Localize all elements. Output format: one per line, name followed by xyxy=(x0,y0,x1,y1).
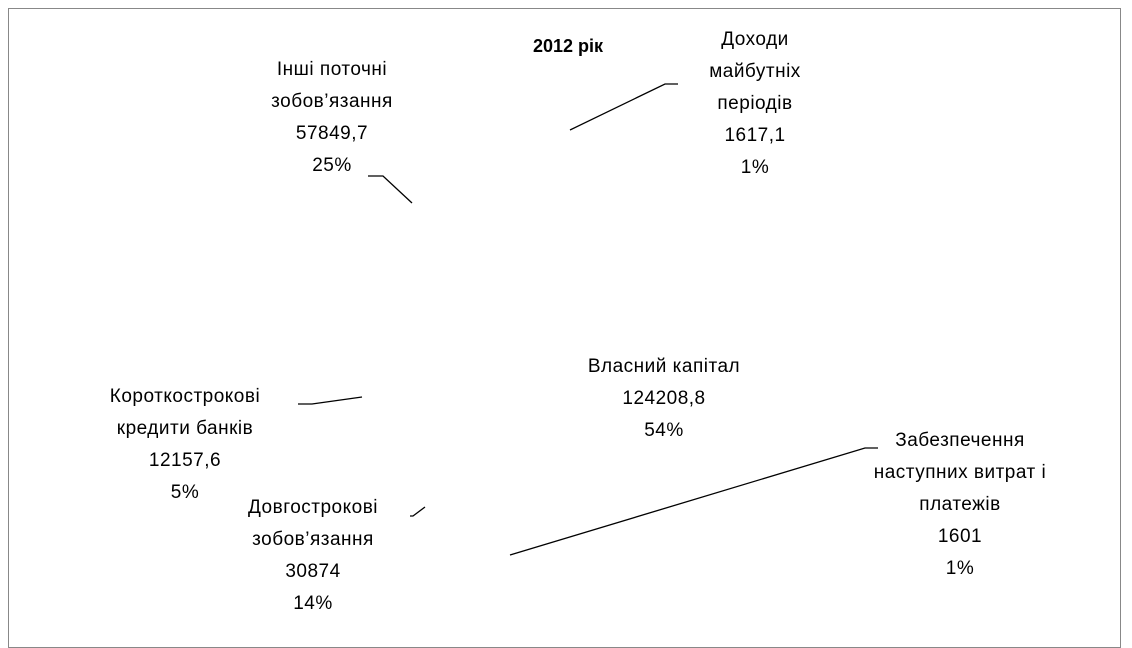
slice-label: Забезпечення наступних витрат і платежів… xyxy=(873,425,1048,585)
pie-slice xyxy=(464,210,490,380)
percent-label: 25% xyxy=(312,155,352,176)
category-label: Інші поточні зобов’язання xyxy=(271,59,393,112)
leader-line xyxy=(410,506,426,517)
leader-lines xyxy=(298,83,878,556)
pie-slice xyxy=(490,254,640,380)
category-label: Забезпечення наступних витрат і платежів xyxy=(873,430,1047,515)
chart: 2012 рік Власний капітал 124208,8 54% Доход… xyxy=(8,8,1121,648)
leader-line xyxy=(298,396,363,405)
percent-label: 1% xyxy=(945,558,975,579)
percent-label: 54% xyxy=(644,420,684,441)
percent-label: 1% xyxy=(740,157,770,178)
value-label: 1601 xyxy=(937,526,983,547)
value-label: 124208,8 xyxy=(622,388,706,409)
category-label: Доходи майбутніх періодів xyxy=(709,29,801,114)
slice-label: Власний капітал 124208,8 54% xyxy=(554,351,774,447)
category-label: Короткострокові кредити банків xyxy=(109,386,261,439)
category-label: Довгострокові зобов’язання xyxy=(247,497,379,550)
value-label: 12157,6 xyxy=(148,450,222,471)
value-label: 57849,7 xyxy=(295,123,369,144)
leader-line xyxy=(368,175,413,204)
pie-slice xyxy=(320,213,568,551)
category-label: Власний капітал xyxy=(587,356,741,377)
slice-label: Інші поточні зобов’язання 57849,7 25% xyxy=(247,54,417,182)
value-label: 30874 xyxy=(285,561,341,582)
slice-label: Короткострокові кредити банків 12157,6 5% xyxy=(78,381,293,509)
leader-line xyxy=(509,447,878,556)
chart-title: 2012 рік xyxy=(532,36,604,56)
pie-slice xyxy=(472,210,606,380)
pie-slice xyxy=(457,211,490,380)
slice-label: Доходи майбутніх періодів 1617,1 1% xyxy=(690,24,820,184)
slice-label: Довгострокові зобов’язання 30874 14% xyxy=(223,492,403,620)
plot xyxy=(298,83,878,556)
percent-label: 5% xyxy=(170,482,200,503)
value-label: 1617,1 xyxy=(724,125,786,146)
pie-slice xyxy=(490,299,660,532)
leader-line xyxy=(569,83,678,131)
percent-label: 14% xyxy=(293,593,333,614)
